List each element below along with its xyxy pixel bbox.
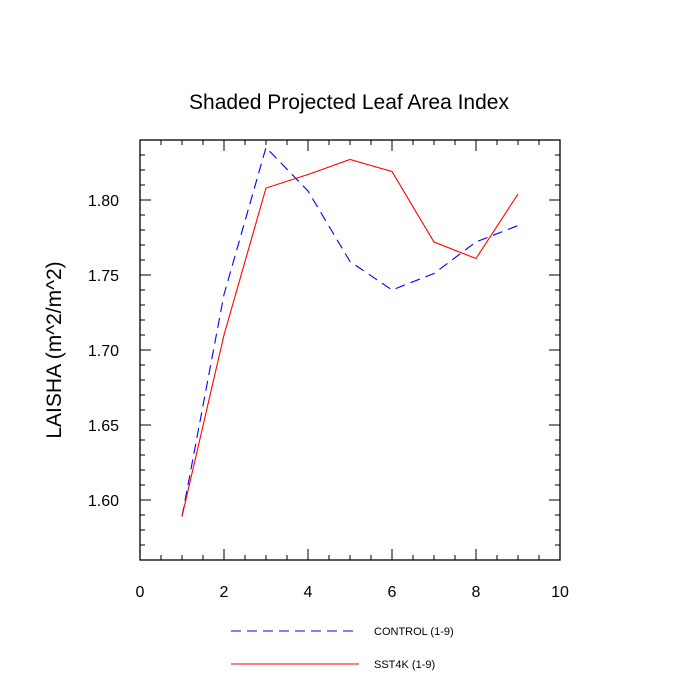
plot-frame <box>139 139 561 561</box>
legend-label: SST4K (1-9) <box>374 659 435 671</box>
y-tick-label: 1.80 <box>88 193 119 210</box>
plot-area: 0 2 4 6 8 10 1.60 1.65 1.70 1.75 1.80 <box>88 139 569 601</box>
x-tick-label: 8 <box>472 584 481 601</box>
x-tick-label: 0 <box>136 584 145 601</box>
y-tick-label: 1.75 <box>88 268 119 285</box>
y-tick-label: 1.70 <box>88 343 119 360</box>
y-axis-label: LAISHA (m^2/m^2) <box>43 261 66 438</box>
chart-title: Shaded Projected Leaf Area Index <box>189 91 509 114</box>
x-tick-label: 10 <box>551 584 569 601</box>
x-tick-label: 4 <box>304 584 313 601</box>
x-tick-label: 2 <box>220 584 229 601</box>
series-line-control-1-9 <box>181 146 519 517</box>
series-line-sst4k-1-9 <box>181 158 519 517</box>
x-tick-label: 6 <box>388 584 397 601</box>
y-tick-label: 1.60 <box>88 493 119 510</box>
legend-label: CONTROL (1-9) <box>374 626 454 638</box>
legend: CONTROL (1-9) SST4K (1-9) <box>231 626 454 671</box>
y-tick-label: 1.65 <box>88 418 119 435</box>
